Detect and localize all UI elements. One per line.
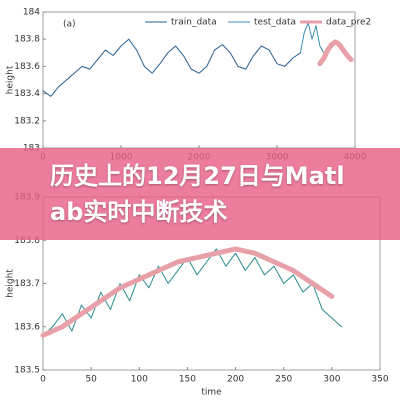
x-tick-label: 200 [227, 375, 244, 385]
y-axis-label: height [6, 269, 16, 298]
series-line [299, 22, 325, 54]
legend-label: train_data [171, 18, 217, 28]
x-tick-label: 50 [85, 375, 97, 385]
banner-title: 历史上的12月27日与Matlab实时中断技术 [50, 162, 345, 226]
series-line [42, 38, 301, 97]
plot-area [42, 11, 356, 149]
x-tick-label: 0 [40, 375, 46, 385]
x-tick-label: 250 [275, 375, 292, 385]
x-tick-label: 350 [371, 375, 388, 385]
y-tick-label: 183.7 [14, 279, 40, 289]
series-line [42, 248, 342, 336]
legend-label: test_data [254, 18, 296, 28]
legend-label: data_pre2 [326, 18, 371, 28]
y-tick-label: 183.6 [14, 62, 40, 72]
x-axis-label: time [201, 388, 222, 398]
banner: 历史上的12月27日与Matlab实时中断技术 [0, 148, 400, 240]
y-tick-label: 183.4 [14, 89, 40, 99]
x-tick-label: 300 [323, 375, 340, 385]
y-tick-label: 183.2 [14, 116, 40, 126]
y-tick-label: 183.8 [14, 236, 40, 246]
y-axis-label: height [6, 65, 16, 94]
x-tick-label: 100 [131, 375, 148, 385]
annotation: (a) [63, 20, 76, 30]
y-tick-label: 183.6 [14, 322, 40, 332]
x-tick-label: 150 [179, 375, 196, 385]
y-tick-label: 183.8 [14, 35, 40, 45]
y-tick-label: 183.5 [14, 366, 40, 376]
series-line [40, 246, 335, 338]
series-line [317, 39, 354, 67]
y-tick-label: 184 [23, 8, 40, 18]
